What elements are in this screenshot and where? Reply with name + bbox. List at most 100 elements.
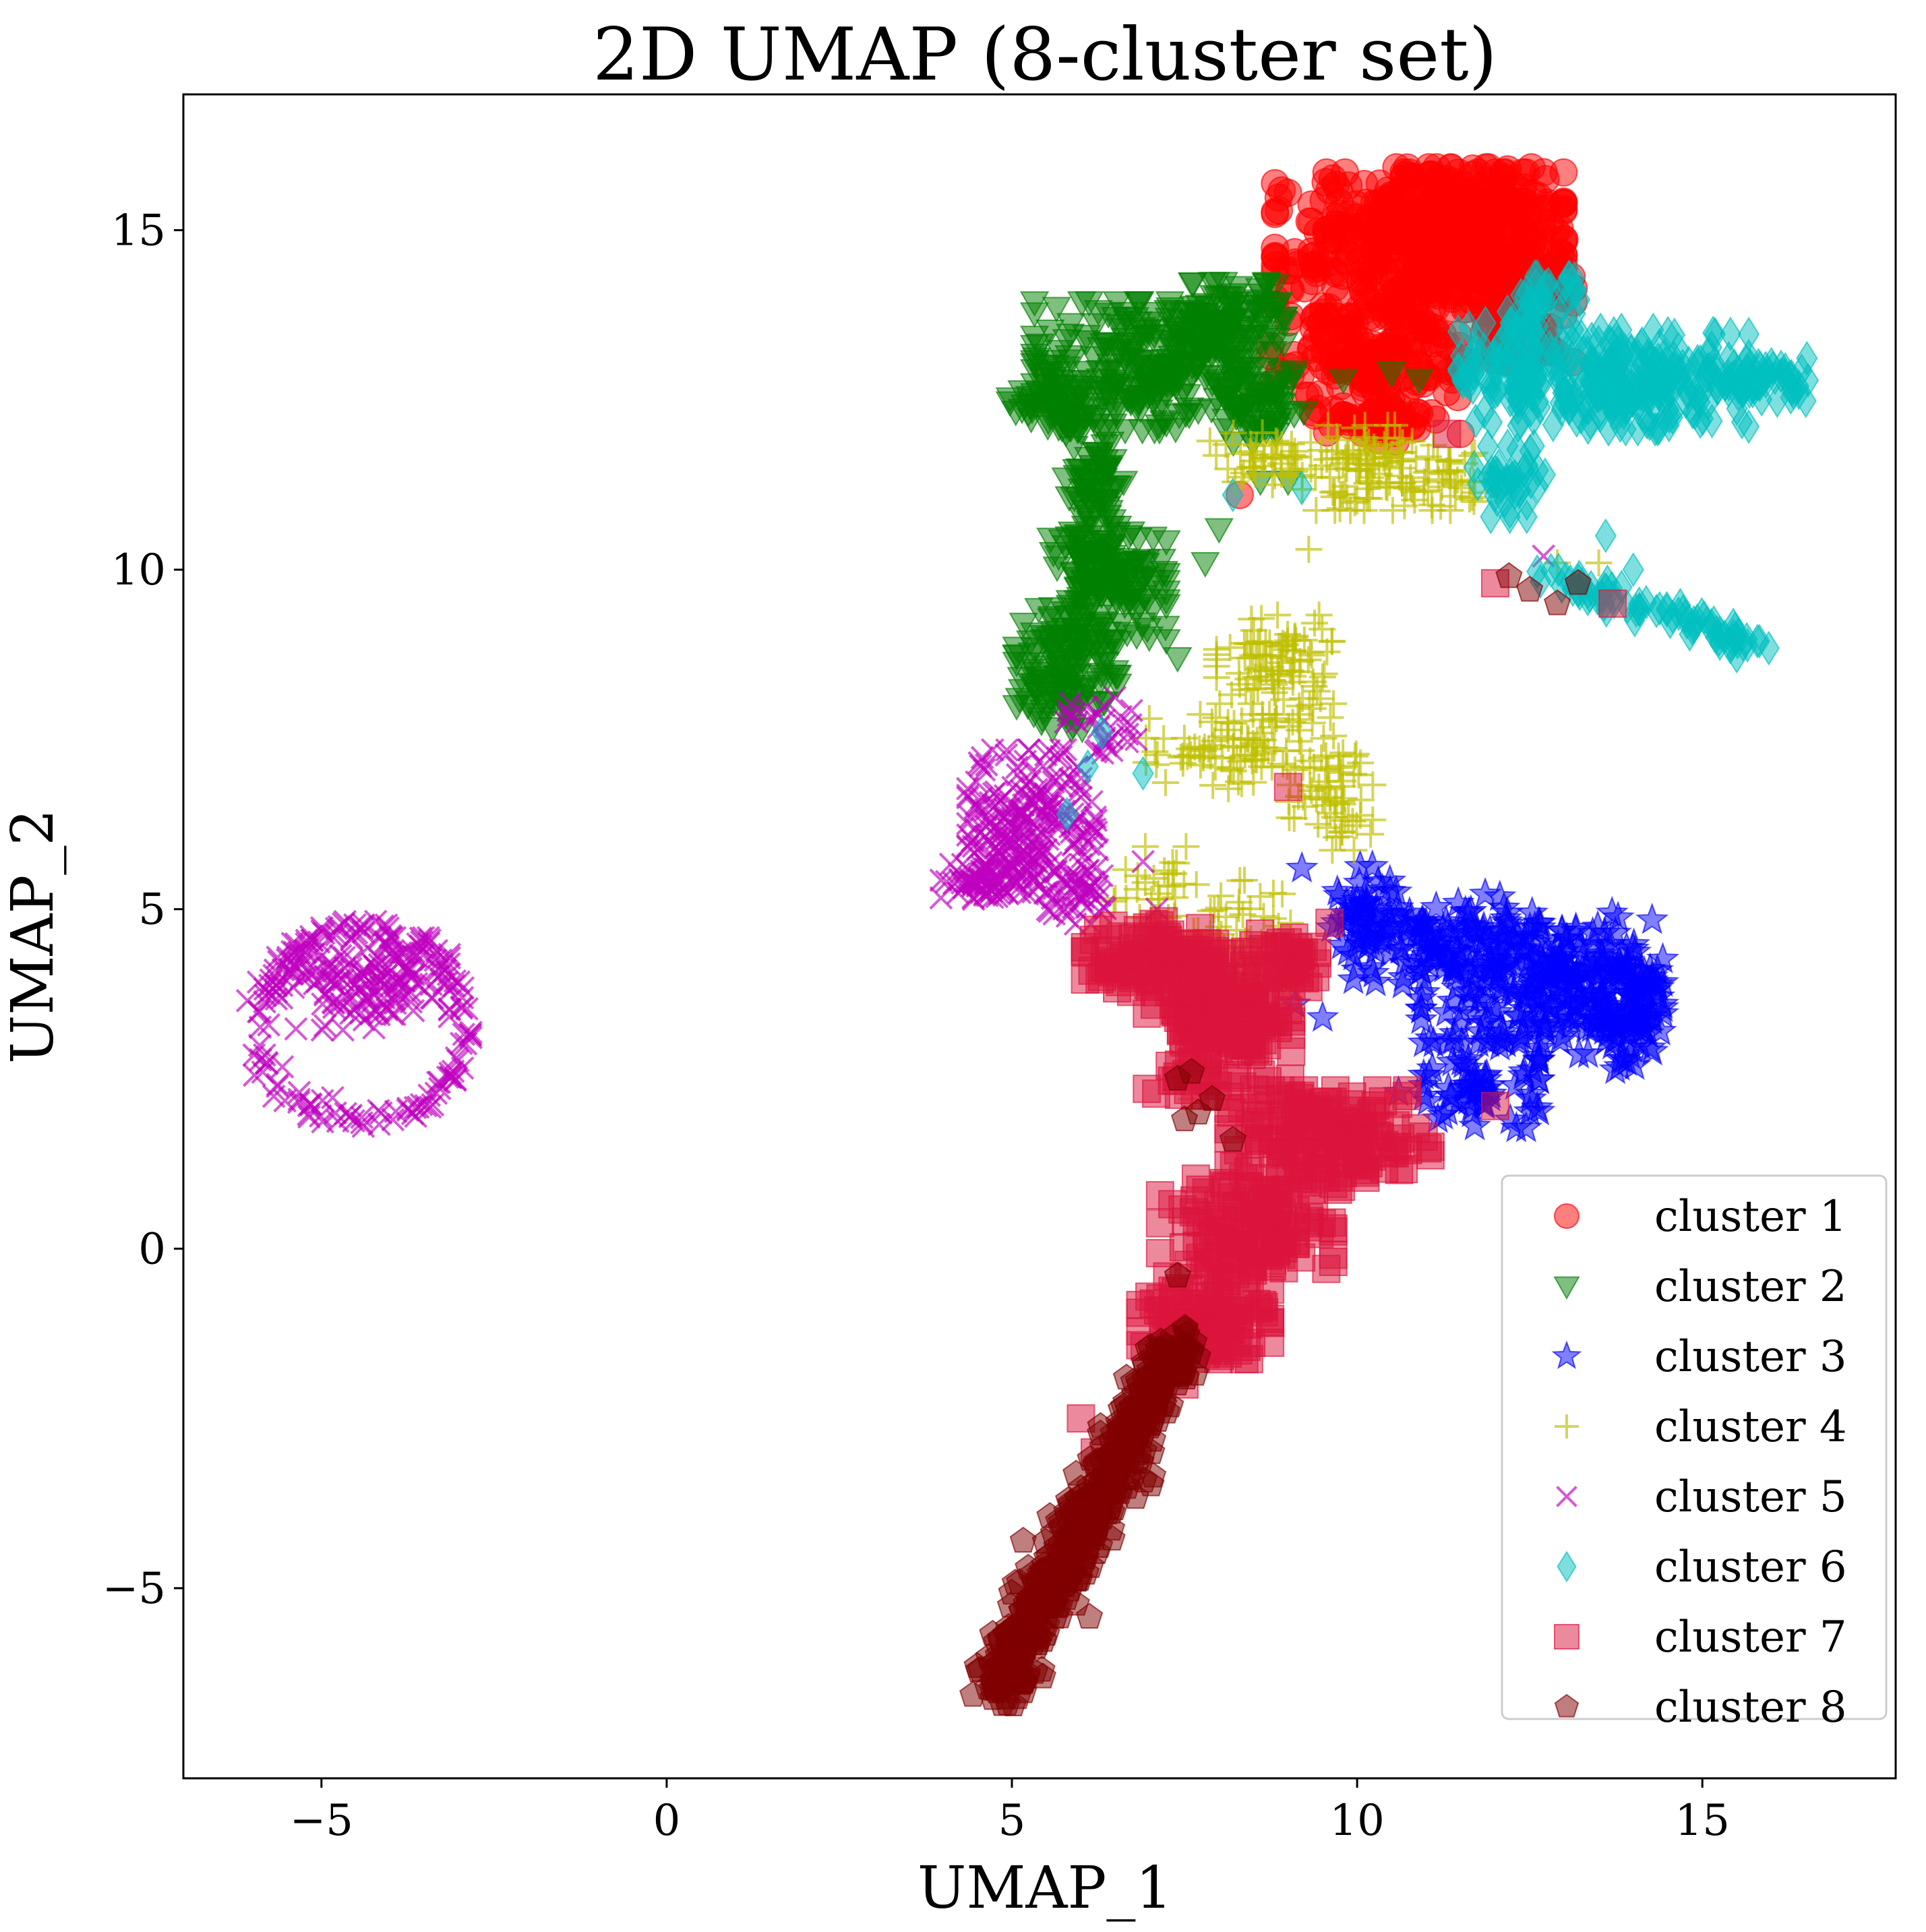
data-point <box>1378 1138 1407 1167</box>
data-point <box>1468 876 1502 909</box>
data-point <box>1199 772 1227 799</box>
data-point <box>1319 344 1348 373</box>
data-point <box>1055 647 1085 673</box>
data-point <box>1037 597 1067 623</box>
data-point <box>1253 642 1280 670</box>
data-point <box>1299 695 1327 723</box>
data-point <box>1319 1240 1348 1269</box>
data-point <box>1328 369 1358 395</box>
data-point <box>1030 670 1060 696</box>
data-point <box>1379 497 1407 524</box>
data-point <box>1375 910 1409 942</box>
data-point <box>1285 851 1319 883</box>
data-point <box>1209 328 1239 354</box>
data-point <box>1223 744 1251 771</box>
series-1 <box>1226 153 1588 510</box>
data-point <box>1138 526 1168 553</box>
data-point <box>1056 313 1086 339</box>
data-point <box>1138 597 1168 623</box>
data-point <box>1499 1068 1532 1100</box>
data-point <box>1203 646 1230 673</box>
series-2 <box>995 272 1435 744</box>
data-point <box>1101 475 1131 501</box>
data-point <box>1451 975 1485 1007</box>
data-point <box>1199 1208 1228 1237</box>
data-point <box>1481 936 1515 969</box>
data-point <box>1480 265 1509 294</box>
data-point <box>1203 376 1234 402</box>
data-point <box>1335 440 1362 467</box>
data-point <box>1373 443 1400 471</box>
data-point <box>1191 293 1221 319</box>
data-point <box>1214 286 1244 313</box>
data-point <box>1274 620 1302 648</box>
data-point <box>1269 310 1298 336</box>
data-point <box>1236 453 1264 481</box>
data-point <box>1480 1091 1509 1120</box>
data-point <box>1197 314 1226 340</box>
data-point <box>1256 1275 1285 1304</box>
data-point <box>1386 425 1414 452</box>
data-point <box>1571 1036 1605 1068</box>
data-point <box>1064 418 1093 444</box>
data-point <box>1435 952 1469 984</box>
data-point <box>1445 935 1479 967</box>
data-point <box>1248 419 1276 447</box>
data-point <box>1116 391 1146 417</box>
data-point <box>1544 936 1578 968</box>
data-point <box>1311 660 1338 688</box>
data-point <box>1373 864 1407 896</box>
data-point <box>1522 1093 1556 1126</box>
data-point <box>1340 437 1367 464</box>
data-point <box>1025 381 1055 407</box>
data-point <box>1186 1175 1215 1204</box>
data-point <box>1192 349 1222 375</box>
data-point <box>1284 444 1311 471</box>
data-point <box>1377 361 1407 388</box>
data-point <box>1169 1233 1198 1262</box>
data-point <box>1068 540 1097 566</box>
data-point <box>1123 948 1152 977</box>
data-point <box>1313 1087 1342 1116</box>
data-point <box>1269 1234 1298 1263</box>
data-point <box>1321 214 1350 243</box>
data-point <box>1123 355 1153 381</box>
data-point <box>1550 225 1579 254</box>
data-point <box>1494 971 1528 1004</box>
data-point <box>1325 455 1353 483</box>
data-point <box>1321 497 1349 524</box>
data-point <box>1264 429 1292 456</box>
data-point <box>1635 902 1669 934</box>
data-point <box>1248 753 1275 781</box>
series-4 <box>1100 411 1613 1113</box>
data-point <box>1077 481 1107 507</box>
data-point <box>1355 467 1383 495</box>
data-point <box>1383 932 1417 964</box>
data-point <box>1404 1002 1438 1035</box>
data-point <box>1042 297 1071 323</box>
data-point <box>1587 944 1621 977</box>
data-point <box>1298 641 1325 669</box>
data-point <box>1222 1327 1251 1356</box>
data-point <box>1308 452 1335 479</box>
data-point <box>1242 316 1272 342</box>
data-point <box>1135 626 1164 653</box>
data-point <box>1507 1008 1541 1039</box>
data-point <box>1261 233 1290 262</box>
data-point <box>1212 431 1240 458</box>
data-point <box>1303 677 1331 705</box>
data-point <box>1301 254 1330 283</box>
data-point <box>1204 518 1234 544</box>
data-point <box>1144 414 1174 440</box>
data-point <box>1395 162 1424 191</box>
data-point <box>1422 153 1451 182</box>
data-point <box>1264 292 1294 318</box>
data-point <box>1055 590 1085 616</box>
data-point <box>995 387 1025 413</box>
data-point <box>1419 890 1453 922</box>
data-point <box>1611 977 1646 1008</box>
data-point <box>1433 212 1462 241</box>
data-point <box>1459 1057 1493 1089</box>
data-point <box>1019 302 1050 328</box>
data-point <box>1325 176 1354 205</box>
